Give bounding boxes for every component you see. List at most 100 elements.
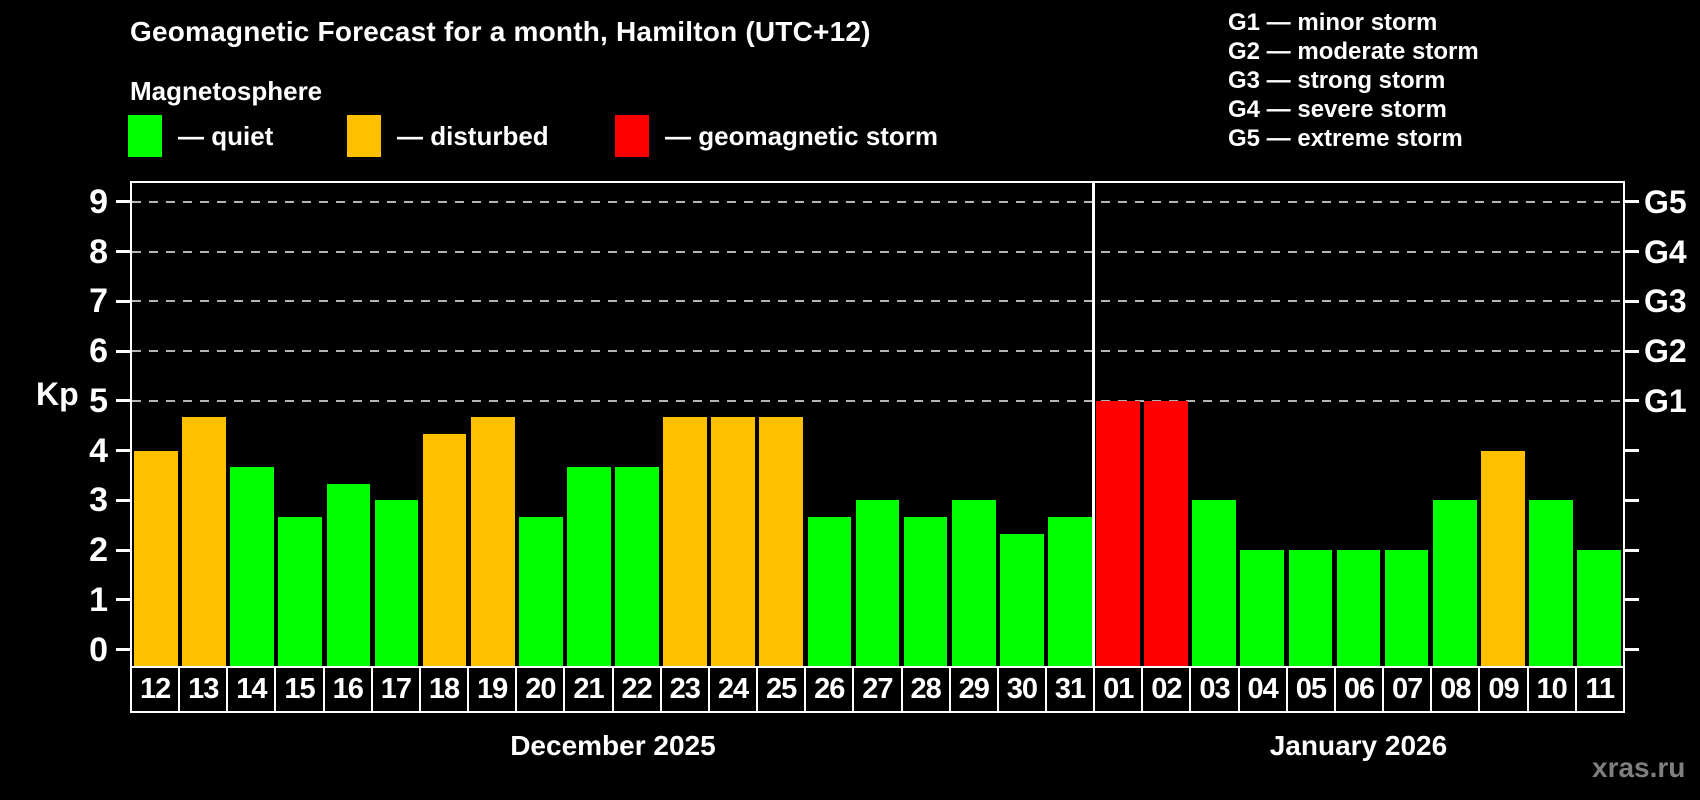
- storm-scale-legend: G1 — minor storm G2 — moderate storm G3 — …: [1228, 8, 1479, 153]
- kp-bar-05: [1288, 550, 1333, 668]
- y-tick-left-5: [116, 399, 130, 403]
- kp-bar-30: [999, 533, 1044, 668]
- date-cell-21: 21: [563, 666, 614, 713]
- y-tick-left-0: [116, 648, 130, 652]
- y-tick-right-5: [1625, 399, 1639, 403]
- date-axis: 12 13 14 15 16 17 18 19 20 21 22 23 24 25 26 27 28 29 30 31…: [130, 666, 1625, 713]
- y-tick-right-9: [1625, 200, 1639, 204]
- date-cell-24: 24: [707, 666, 759, 713]
- legend-item-quiet: — quiet: [128, 114, 273, 158]
- kp-bar-31: [1048, 516, 1092, 668]
- date-cell-11: 11: [1574, 666, 1625, 713]
- kp-bar-01: [1096, 400, 1140, 668]
- kp-bar-06: [1336, 550, 1381, 668]
- date-cell-22: 22: [611, 666, 662, 713]
- date-cell-05: 05: [1285, 666, 1336, 713]
- date-cell-23: 23: [659, 666, 710, 713]
- y-tick-right-1: [1625, 598, 1639, 602]
- date-cell-28: 28: [900, 666, 951, 713]
- date-cell-16: 16: [322, 666, 373, 713]
- kp-bar-22: [615, 467, 659, 668]
- kp-bar-09: [1480, 450, 1525, 668]
- date-cell-25: 25: [756, 666, 807, 713]
- y-axis-label-1: 1: [89, 580, 108, 619]
- kp-bar-26: [807, 516, 852, 668]
- kp-bar-04: [1240, 550, 1285, 668]
- kp-bar-28: [903, 516, 948, 668]
- g-axis-label-G2: G2: [1644, 333, 1687, 370]
- kp-bar-21: [567, 467, 611, 668]
- storm-scale-item: G5 — extreme storm: [1228, 125, 1463, 152]
- y-tick-left-9: [116, 200, 130, 204]
- gridline-kp5: [132, 399, 1623, 402]
- y-axis-label-5: 5: [89, 381, 108, 420]
- chart-subtitle: Magnetosphere: [130, 76, 323, 106]
- plot-area: [130, 181, 1625, 670]
- y-tick-right-3: [1625, 498, 1639, 502]
- date-cell-12: 12: [130, 666, 181, 713]
- kp-bar-08: [1432, 500, 1477, 668]
- date-cell-01: 01: [1093, 666, 1144, 713]
- y-axis-label-2: 2: [89, 531, 108, 570]
- date-cell-04: 04: [1237, 666, 1288, 713]
- kp-bar-02: [1144, 400, 1188, 668]
- date-cell-13: 13: [178, 666, 229, 713]
- y-tick-right-2: [1625, 548, 1639, 552]
- disturbed-swatch-icon: [347, 115, 381, 157]
- date-cell-06: 06: [1333, 666, 1385, 713]
- kp-bar-29: [951, 500, 996, 668]
- date-cell-03: 03: [1189, 666, 1240, 713]
- kp-bar-13: [182, 417, 226, 668]
- kp-bar-07: [1384, 550, 1429, 668]
- kp-bar-27: [855, 500, 900, 668]
- legend-item-storm: — geomagnetic storm: [615, 114, 938, 158]
- kp-bar-03: [1192, 500, 1237, 668]
- y-axis-label-0: 0: [89, 630, 108, 669]
- watermark: xras.ru: [1592, 752, 1686, 783]
- legend-disturbed-label: — disturbed: [397, 120, 549, 151]
- y-tick-right-8: [1625, 250, 1639, 254]
- y-axis-label-8: 8: [89, 232, 108, 271]
- gridline-kp8: [132, 250, 1623, 253]
- date-cell-29: 29: [948, 666, 999, 713]
- y-axis-label-4: 4: [89, 431, 108, 470]
- g-axis-label-G1: G1: [1644, 382, 1687, 419]
- kp-bar-15: [278, 516, 323, 668]
- date-cell-26: 26: [804, 666, 855, 713]
- y-tick-left-4: [116, 449, 130, 453]
- y-tick-left-6: [116, 349, 130, 353]
- date-cell-02: 02: [1141, 666, 1192, 713]
- gridline-kp6: [132, 350, 1623, 353]
- y-axis-label-7: 7: [89, 282, 108, 321]
- y-tick-left-3: [116, 498, 130, 502]
- y-axis-label-6: 6: [89, 332, 108, 371]
- y-tick-right-6: [1625, 349, 1639, 353]
- g-axis-label-G4: G4: [1644, 233, 1687, 270]
- y-tick-right-0: [1625, 648, 1639, 652]
- storm-scale-item: G2 — moderate storm: [1228, 38, 1479, 65]
- y-tick-left-1: [116, 598, 130, 602]
- date-cell-09: 09: [1478, 666, 1529, 713]
- kp-bar-23: [663, 417, 707, 668]
- date-cell-15: 15: [274, 666, 325, 713]
- legend-item-disturbed: — disturbed: [347, 114, 549, 158]
- month-divider: [1092, 183, 1096, 668]
- gridline-kp7: [132, 300, 1623, 303]
- month-label-december: December 2025: [510, 730, 716, 761]
- date-cell-14: 14: [226, 666, 277, 713]
- kp-bar-19: [470, 417, 515, 668]
- date-cell-20: 20: [515, 666, 566, 713]
- storm-scale-item: G3 — strong storm: [1228, 67, 1446, 94]
- kp-bar-20: [518, 516, 563, 668]
- kp-bar-24: [711, 417, 756, 668]
- date-cell-30: 30: [996, 666, 1047, 713]
- legend-quiet-label: — quiet: [178, 120, 274, 151]
- kp-bar-17: [374, 500, 419, 668]
- kp-bar-16: [326, 483, 371, 668]
- y-tick-left-7: [116, 299, 130, 303]
- y-tick-right-7: [1625, 299, 1639, 303]
- y-axis-label-9: 9: [89, 182, 108, 221]
- kp-axis-label: Kp: [36, 376, 79, 412]
- y-tick-left-8: [116, 250, 130, 254]
